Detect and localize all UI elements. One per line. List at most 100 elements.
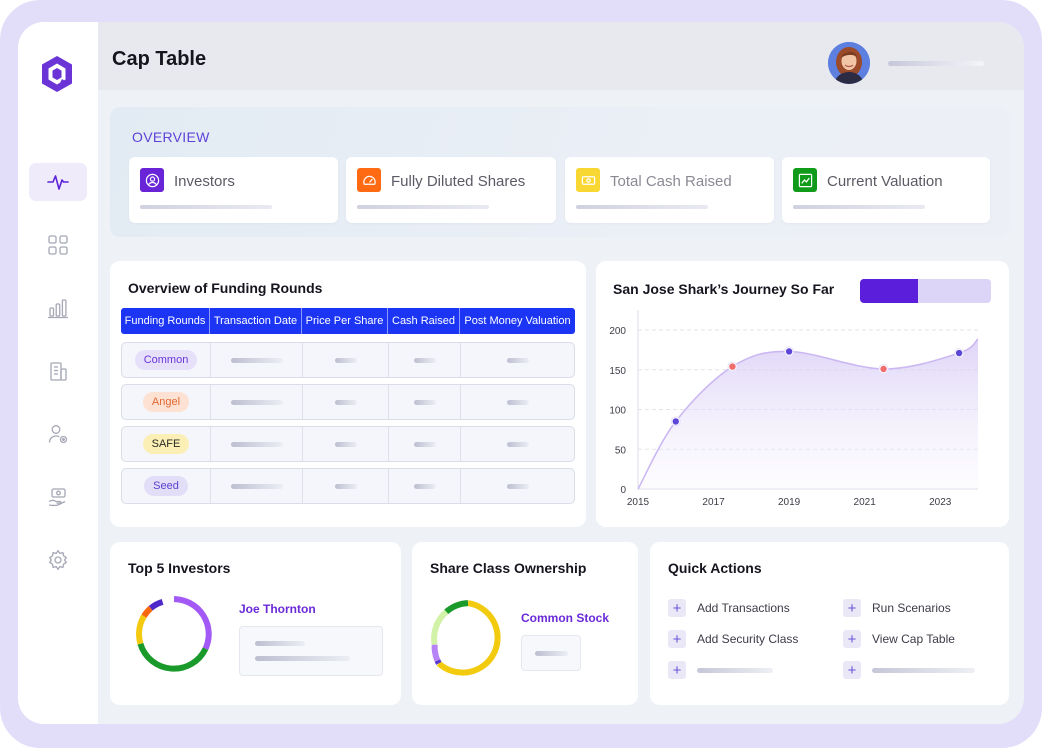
add-transactions-button[interactable]: + Add Transactions <box>668 598 790 618</box>
cell-placeholder <box>230 399 283 405</box>
donut-segment <box>431 644 441 662</box>
avatar-photo <box>828 42 870 84</box>
sidebar-item-dashboard[interactable] <box>29 226 87 264</box>
cell-placeholder <box>334 399 357 405</box>
stat-value-placeholder <box>357 205 489 209</box>
column-header[interactable]: Cash Raised <box>388 308 460 334</box>
donut-segment <box>173 596 212 650</box>
y-tick-label: 50 <box>615 445 627 456</box>
donut-segment <box>137 642 209 672</box>
cell-placeholder <box>506 399 529 405</box>
plus-icon: + <box>668 599 686 617</box>
hand-money-icon <box>48 488 66 507</box>
round-badge: Common <box>134 350 198 370</box>
quick-actions-title: Quick Actions <box>668 560 762 576</box>
share-class-panel: Share Class Ownership Common Stock <box>412 542 638 705</box>
top-investor-name: Joe Thornton <box>239 602 316 616</box>
sidebar-item-activity[interactable] <box>29 163 87 201</box>
x-tick-label: 2015 <box>627 497 650 508</box>
plus-icon: + <box>668 630 686 648</box>
sidebar-item-settings[interactable] <box>29 541 87 579</box>
top-investors-panel: Top 5 Investors Joe Thornton <box>110 542 401 705</box>
view-cap-table-button[interactable]: + View Cap Table <box>843 629 955 649</box>
app-window: Cap Table OVERVIEW Investors <box>18 22 1024 724</box>
quick-action-placeholder[interactable]: + <box>668 660 773 680</box>
funding-table-header: Funding Rounds Transaction Date Price Pe… <box>121 308 575 334</box>
cell-placeholder <box>334 483 357 489</box>
cell-placeholder <box>230 483 283 489</box>
gear-icon <box>48 549 68 571</box>
plus-icon: + <box>843 661 861 679</box>
cell-placeholder <box>413 441 436 447</box>
text-placeholder <box>255 656 350 661</box>
stat-value-placeholder <box>140 205 272 209</box>
donut-segment <box>141 605 153 618</box>
overview-title: OVERVIEW <box>132 129 210 145</box>
table-row[interactable]: Common <box>121 342 575 378</box>
cell-placeholder <box>413 357 436 363</box>
x-tick-label: 2021 <box>854 497 877 508</box>
sidebar-item-funding[interactable] <box>29 478 87 516</box>
quick-action-placeholder[interactable]: + <box>843 660 975 680</box>
stat-label: Fully Diluted Shares <box>391 173 526 190</box>
y-tick-label: 150 <box>609 366 626 377</box>
stat-label: Investors <box>174 173 235 190</box>
y-tick-label: 0 <box>620 485 626 496</box>
trending-up-icon <box>793 168 817 192</box>
run-scenarios-button[interactable]: + Run Scenarios <box>843 598 951 618</box>
app-logo-icon <box>42 56 72 92</box>
sidebar-item-stakeholders[interactable] <box>29 415 87 453</box>
investors-donut-chart <box>136 596 212 672</box>
action-label: Add Transactions <box>697 601 790 615</box>
cell-placeholder <box>334 357 357 363</box>
user-settings-icon <box>48 425 68 444</box>
building-icon <box>50 362 67 381</box>
column-header[interactable]: Post Money Valuation <box>464 315 571 327</box>
cell-placeholder <box>334 441 357 447</box>
round-badge: SAFE <box>142 434 190 454</box>
toggle-active-segment[interactable] <box>860 279 918 303</box>
funding-rounds-panel: Overview of Funding Rounds Funding Round… <box>110 261 586 527</box>
text-placeholder <box>872 667 975 673</box>
sidebar-item-reports[interactable] <box>29 289 87 327</box>
action-label: Add Security Class <box>697 632 799 646</box>
x-tick-label: 2017 <box>702 497 725 508</box>
data-point <box>729 363 736 370</box>
table-row[interactable]: SAFE <box>121 426 575 462</box>
journey-line-chart: 0 50 100 150 200 2015 2017 2019 2021 2023 <box>609 310 979 508</box>
area-fill <box>638 339 978 489</box>
column-header[interactable]: Funding Rounds <box>121 308 210 334</box>
column-header[interactable]: Transaction Date <box>210 308 302 334</box>
round-badge: Seed <box>144 476 188 496</box>
sidebar-item-companies[interactable] <box>29 352 87 390</box>
page-title: Cap Table <box>112 48 207 70</box>
stat-card-current-valuation[interactable]: Current Valuation <box>782 157 990 223</box>
column-header[interactable]: Price Per Share <box>302 308 388 334</box>
table-row[interactable]: Angel <box>121 384 575 420</box>
text-placeholder <box>697 667 773 673</box>
cell-placeholder <box>230 441 283 447</box>
share-class-details-placeholder <box>521 635 581 671</box>
bar-chart-icon <box>48 299 68 319</box>
user-avatar[interactable] <box>828 42 870 84</box>
user-name-placeholder <box>888 61 984 66</box>
action-label: View Cap Table <box>872 632 955 646</box>
overview-section: OVERVIEW Investors Fully Diluted Shares … <box>110 107 1009 237</box>
cell-placeholder <box>506 441 529 447</box>
plus-icon: + <box>843 599 861 617</box>
share-class-title: Share Class Ownership <box>430 560 587 576</box>
cell-placeholder <box>506 357 529 363</box>
round-badge: Angel <box>142 392 190 412</box>
stat-card-investors[interactable]: Investors <box>129 157 338 223</box>
add-security-class-button[interactable]: + Add Security Class <box>668 629 798 649</box>
table-row[interactable]: Seed <box>121 468 575 504</box>
stat-label: Total Cash Raised <box>610 173 732 190</box>
quick-actions-panel: Quick Actions + Add Transactions + Run S… <box>650 542 1009 705</box>
x-tick-label: 2019 <box>778 497 801 508</box>
donut-segment <box>148 599 164 611</box>
stat-card-total-cash-raised[interactable]: Total Cash Raised <box>565 157 774 223</box>
stat-card-fully-diluted-shares[interactable]: Fully Diluted Shares <box>346 157 556 223</box>
investor-details-placeholder <box>239 626 383 676</box>
chart-range-toggle[interactable] <box>860 279 991 303</box>
stat-value-placeholder <box>793 205 925 209</box>
